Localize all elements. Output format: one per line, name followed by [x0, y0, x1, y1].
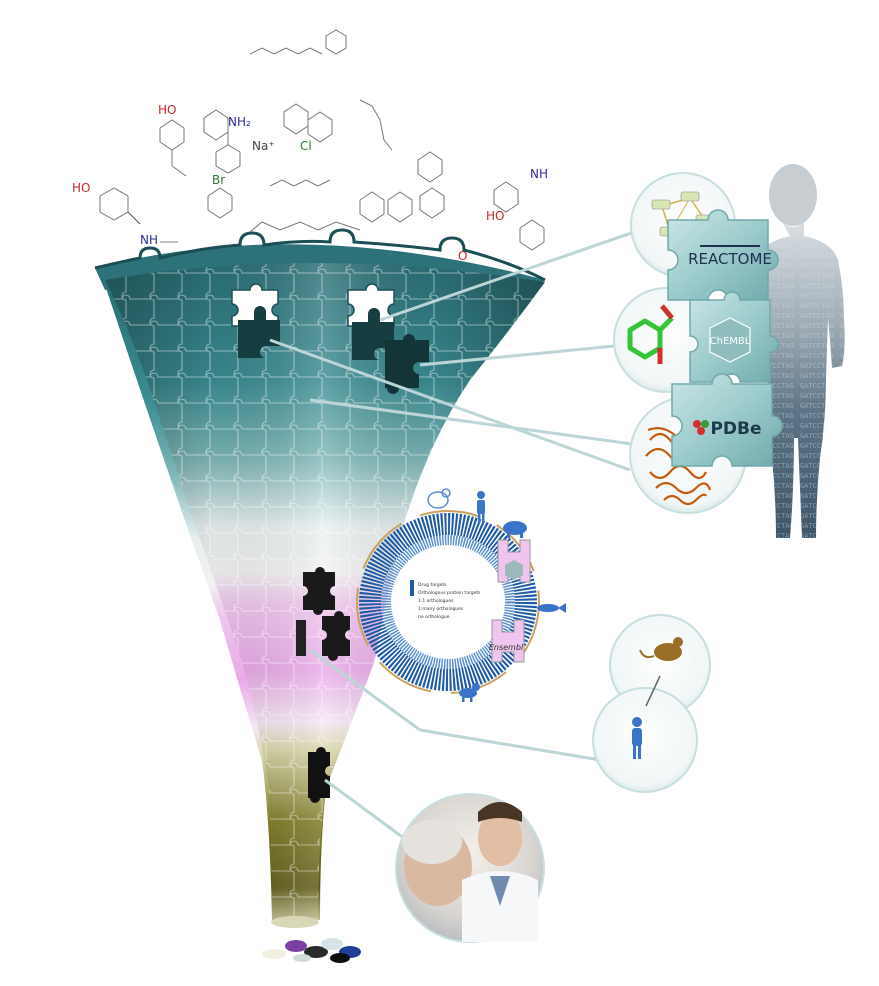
- pdbe-piece: [671, 373, 783, 467]
- legend-entry: Drug targets: [418, 582, 447, 588]
- legend-entry: 1:1 orthologues: [418, 598, 454, 604]
- ensembl-pieces: Ensembl: [489, 539, 531, 663]
- dark-puzzle-piece: [385, 334, 429, 394]
- hydroxyl-label: HO: [486, 209, 504, 223]
- ensembl-hexagon: [505, 560, 523, 580]
- black-puzzle-piece: [322, 611, 350, 661]
- human-silhouette-icon: [477, 491, 485, 523]
- molecule-labels: HO NH HO NH₂ Na⁺ Br Cl O HO NH: [72, 103, 548, 263]
- orthology-ring-outer: [359, 513, 537, 691]
- callout-connectors: [269, 228, 641, 852]
- human-silhouette-icon: [632, 717, 642, 759]
- amino-label: NH₂: [228, 115, 251, 129]
- hydroxyl-label: HO: [158, 103, 176, 117]
- human-figure-icon: [749, 164, 845, 538]
- reactome-label: REACTOME: [688, 250, 772, 268]
- amine-label: NH: [140, 233, 158, 247]
- rat-icon: [639, 637, 683, 661]
- chlorine-label: Cl: [300, 139, 312, 153]
- green-molecule-icon: [627, 304, 674, 364]
- pills-icon: [262, 938, 361, 963]
- legend-entry: 1:many orthologues: [418, 606, 464, 612]
- dog-icon: [459, 683, 480, 702]
- ensembl-label: Ensembl: [489, 643, 524, 652]
- arrow-icon: [645, 675, 661, 707]
- bromine-label: Br: [212, 173, 225, 187]
- chembl-hexagon: [709, 317, 751, 363]
- orthology-ring-inner: [381, 535, 515, 669]
- black-puzzle-piece: [308, 747, 330, 803]
- database-puzzle-stack: REACTOME ChEMBL PDBe: [667, 209, 783, 467]
- mouse-icon: [427, 488, 451, 509]
- pig-icon: [503, 521, 527, 538]
- amine-label: NH: [530, 167, 548, 181]
- small-molecules: [99, 29, 545, 251]
- legend-entry: no orthologue: [418, 614, 450, 620]
- funnel-rim-edge: [94, 228, 546, 282]
- funnel-spout: [271, 916, 319, 928]
- orthology-legend-box: [408, 576, 468, 624]
- pdbe-label: PDBe: [710, 419, 761, 439]
- drug-discovery-funnel: [94, 228, 546, 928]
- paracetamol-molecule: [99, 187, 178, 243]
- black-puzzle-piece: [303, 567, 335, 616]
- dark-puzzle-piece: [238, 306, 280, 358]
- chembl-label: ChEMBL: [710, 336, 751, 347]
- hydroxyl-label: HO: [72, 181, 90, 195]
- doctor-patient-photo: [402, 802, 538, 942]
- fish-icon: [537, 603, 566, 613]
- human-bubble: [592, 687, 698, 793]
- orthology-circle-plot: Drug targets Orthologous protein targets…: [356, 510, 540, 694]
- pdbe-logo-icon: [693, 420, 709, 435]
- legend-entry: Orthologous protein targets: [418, 590, 481, 596]
- dark-puzzle-piece: [352, 308, 394, 360]
- sodium-label: Na⁺: [252, 139, 275, 153]
- black-puzzle-piece: [296, 620, 306, 656]
- oxygen-label: O: [458, 249, 467, 263]
- orthology-ring-border: [356, 510, 540, 694]
- ensembl-piece: [491, 619, 525, 663]
